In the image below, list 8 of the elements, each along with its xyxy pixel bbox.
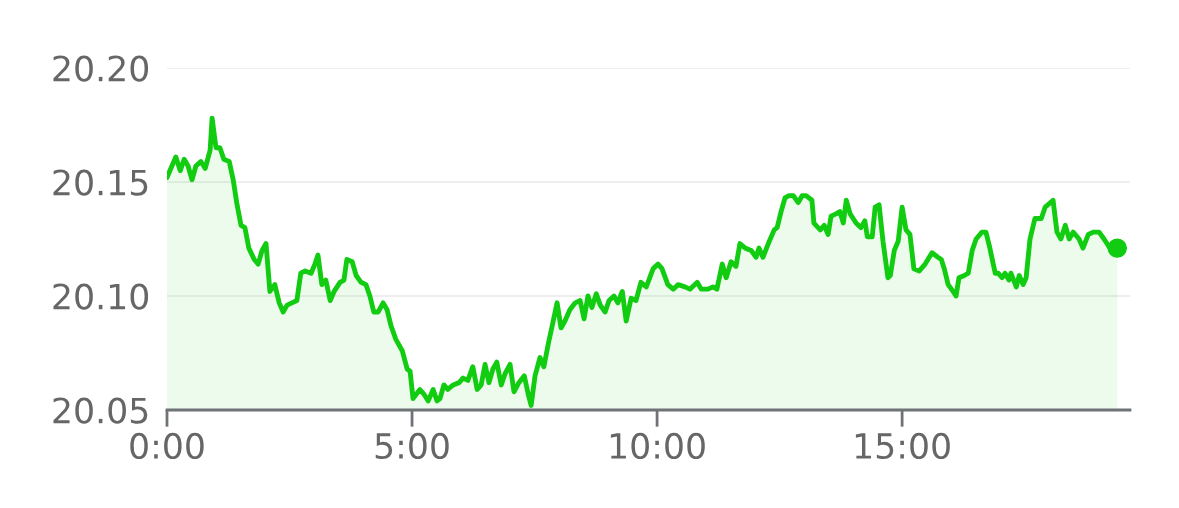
x-tick-label: 5:00 [375, 432, 449, 460]
y-tick-label: 20.20 [53, 55, 149, 82]
y-tick-label: 20.05 [53, 397, 148, 424]
x-tick-label: 0:00 [130, 432, 204, 460]
x-tick-label: 15:00 [855, 432, 950, 460]
y-tick-label: 20.15 [53, 169, 148, 196]
y-tick-label: 20.10 [53, 283, 149, 310]
x-tick-label: 10:00 [610, 432, 705, 460]
